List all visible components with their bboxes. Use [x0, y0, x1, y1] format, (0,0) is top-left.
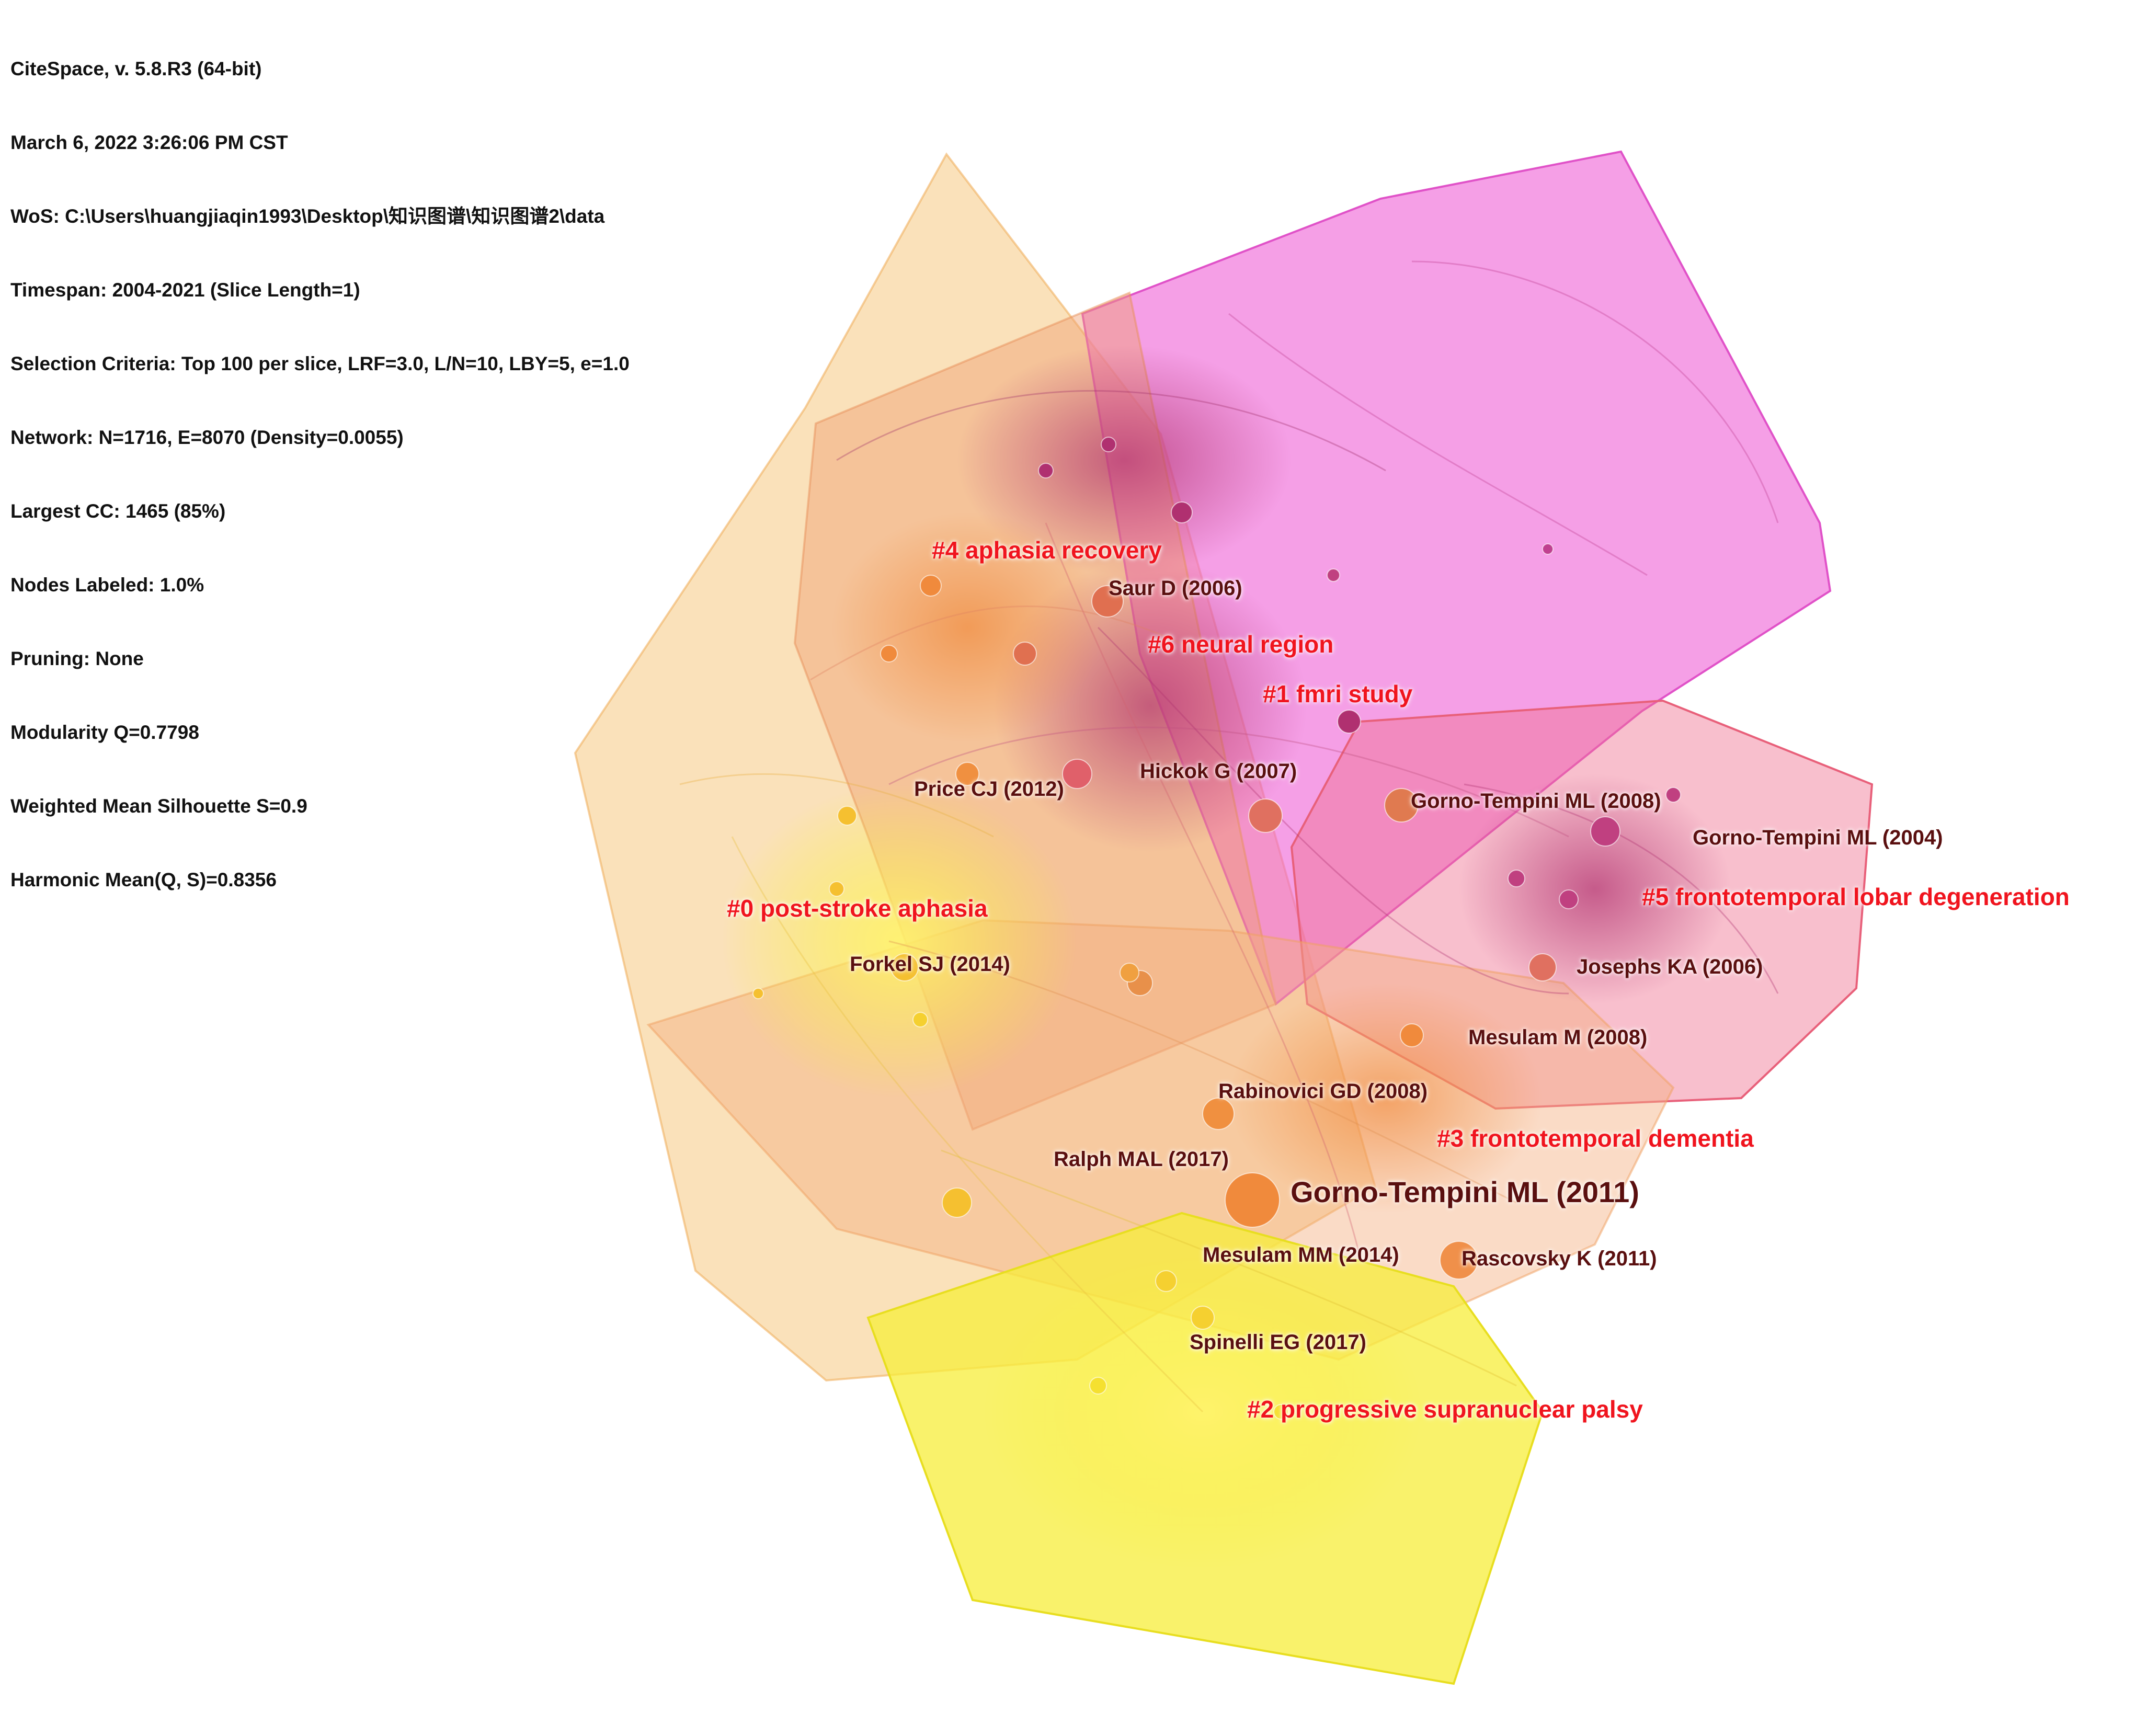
cluster-label-0: #0 post-stroke aphasia	[727, 895, 988, 922]
node-label-rabinovici-2008: Rabinovici GD (2008)	[1218, 1080, 1428, 1103]
network-nodes	[752, 437, 1681, 1420]
info-line-silhouette: Weighted Mean Silhouette S=0.9	[10, 795, 307, 817]
node-label-mesulam-2014: Mesulam MM (2014)	[1203, 1243, 1399, 1266]
node-label-mesulam-2008: Mesulam M (2008)	[1468, 1026, 1648, 1049]
node-label-spinelli-2017: Spinelli EG (2017)	[1190, 1331, 1366, 1354]
info-line-largest-cc: Largest CC: 1465 (85%)	[10, 500, 226, 522]
node-label-hickok-2007: Hickok G (2007)	[1140, 760, 1297, 783]
info-line-harmonic-mean: Harmonic Mean(Q, S)=0.8356	[10, 869, 277, 890]
info-line-selection-criteria: Selection Criteria: Top 100 per slice, L…	[10, 353, 630, 374]
node-label-josephs-2006: Josephs KA (2006)	[1577, 955, 1763, 978]
node-label-rascovsky-2011: Rascovsky K (2011)	[1462, 1247, 1657, 1270]
info-line-version: CiteSpace, v. 5.8.R3 (64-bit)	[10, 58, 262, 79]
dense-regions	[722, 345, 1731, 1569]
info-line-pruning: Pruning: None	[10, 648, 144, 669]
node-label-saur-2006: Saur D (2006)	[1109, 577, 1242, 600]
cluster-label-1: #1 fmri study	[1263, 680, 1413, 707]
citespace-info-panel: CiteSpace, v. 5.8.R3 (64-bit) March 6, 2…	[10, 7, 630, 917]
node-label-forkel-2014: Forkel SJ (2014)	[850, 953, 1010, 976]
cluster-label-2: #2 progressive supranuclear palsy	[1247, 1396, 1643, 1423]
node-label-gorno-tempini-2008: Gorno-Tempini ML (2008)	[1411, 790, 1661, 813]
node-label-gorno-tempini-2004: Gorno-Tempini ML (2004)	[1693, 826, 1943, 849]
cluster-label-5: #5 frontotemporal lobar degeneration	[1642, 883, 2070, 910]
info-line-timespan: Timespan: 2004-2021 (Slice Length=1)	[10, 279, 360, 301]
info-line-network: Network: N=1716, E=8070 (Density=0.0055)	[10, 427, 404, 448]
info-line-nodes-labeled: Nodes Labeled: 1.0%	[10, 574, 204, 596]
network-edges	[679, 260, 1779, 1413]
node-label-gorno-tempini-2011: Gorno-Tempini ML (2011)	[1291, 1175, 1639, 1208]
cluster-label-6: #6 neural region	[1148, 631, 1334, 658]
info-line-modularity: Modularity Q=0.7798	[10, 722, 199, 743]
cluster-label-4: #4 aphasia recovery	[932, 536, 1162, 564]
node-label-price-2012: Price CJ (2012)	[914, 778, 1064, 801]
node-label-ralph-2017: Ralph MAL (2017)	[1054, 1148, 1229, 1171]
cluster-label-3: #3 frontotemporal dementia	[1437, 1125, 1754, 1152]
info-line-date: March 6, 2022 3:26:06 PM CST	[10, 132, 288, 153]
info-line-wos-path: WoS: C:\Users\huangjiaqin1993\Desktop\知识…	[10, 205, 605, 227]
